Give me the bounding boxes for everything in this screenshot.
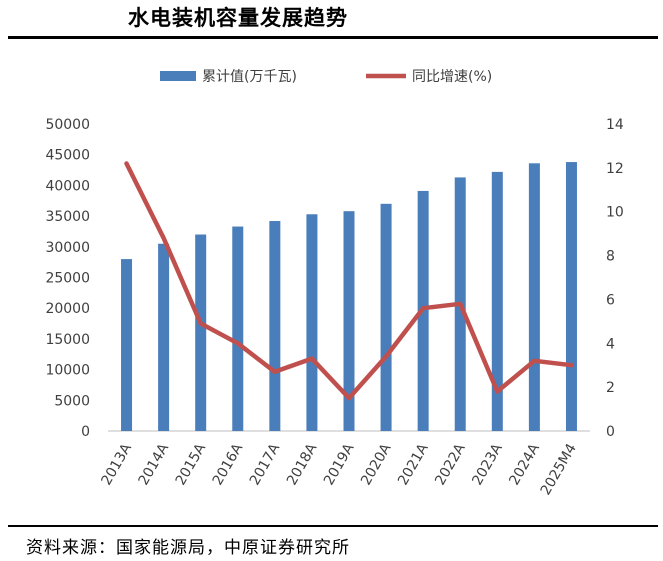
left-tick-label: 10000 <box>45 363 90 379</box>
left-tick-label: 30000 <box>45 240 90 256</box>
x-tick-label: 2017A <box>247 441 284 489</box>
bar <box>343 211 355 431</box>
x-tick-label: 2014A <box>136 441 173 489</box>
bar <box>269 221 281 431</box>
right-tick-label: 2 <box>606 380 615 396</box>
top-divider <box>8 36 658 39</box>
growth-line <box>124 161 574 401</box>
x-tick-label: 2021A <box>395 441 432 489</box>
right-tick-label: 12 <box>606 161 624 177</box>
left-tick-label: 40000 <box>45 178 90 194</box>
bar <box>232 226 244 431</box>
legend: 累计值(万千瓦) 同比增速(%) <box>160 69 492 85</box>
bar <box>491 171 503 431</box>
right-tick-label: 6 <box>606 292 615 308</box>
right-tick-label: 14 <box>606 117 624 133</box>
right-tick-label: 10 <box>606 205 624 221</box>
bar <box>158 243 170 431</box>
left-axis-ticks: 0 5000 10000 15000 20000 25000 30000 35000 40000… <box>45 117 90 440</box>
bar <box>121 259 133 431</box>
right-tick-label: 0 <box>606 424 615 440</box>
left-tick-label: 35000 <box>45 209 90 225</box>
bar <box>528 163 540 431</box>
legend-label-line: 同比增速(%) <box>412 69 492 85</box>
left-tick-label: 25000 <box>45 271 90 287</box>
source-note: 资料来源：国家能源局，中原证券研究所 <box>26 538 350 558</box>
x-tick-label: 2015A <box>173 441 210 489</box>
x-tick-label: 2024A <box>506 441 543 489</box>
right-axis-ticks: 0 2 4 6 8 10 12 14 <box>606 117 624 440</box>
legend-label-bar: 累计值(万千瓦) <box>202 69 297 85</box>
x-tick-label: 2013A <box>99 441 136 489</box>
x-tick-label: 2018A <box>284 441 321 489</box>
x-tick-label: 2016A <box>210 441 247 489</box>
left-tick-label: 20000 <box>45 301 90 317</box>
x-axis-ticks: 2013A 2014A 2015A 2016A 2017A 2018A 2019A 2020A… <box>99 441 580 498</box>
x-tick-label: 2025M4 <box>538 441 580 498</box>
left-tick-label: 5000 <box>54 393 90 409</box>
right-tick-label: 4 <box>606 336 615 352</box>
left-tick-label: 50000 <box>45 117 90 133</box>
bar <box>380 203 392 431</box>
page-title: 水电装机容量发展趋势 <box>128 5 348 30</box>
bar <box>565 162 577 431</box>
left-tick-label: 45000 <box>45 148 90 164</box>
bar <box>306 214 318 431</box>
x-tick-label: 2022A <box>432 441 469 489</box>
bottom-divider <box>8 525 658 527</box>
left-tick-label: 15000 <box>45 332 90 348</box>
bar <box>195 234 207 431</box>
x-tick-label: 2023A <box>469 441 506 489</box>
right-tick-label: 8 <box>606 249 615 265</box>
legend-swatch-bar <box>160 71 196 81</box>
x-tick-label: 2019A <box>321 441 358 489</box>
x-tick-label: 2020A <box>358 441 395 489</box>
left-tick-label: 0 <box>81 424 90 440</box>
